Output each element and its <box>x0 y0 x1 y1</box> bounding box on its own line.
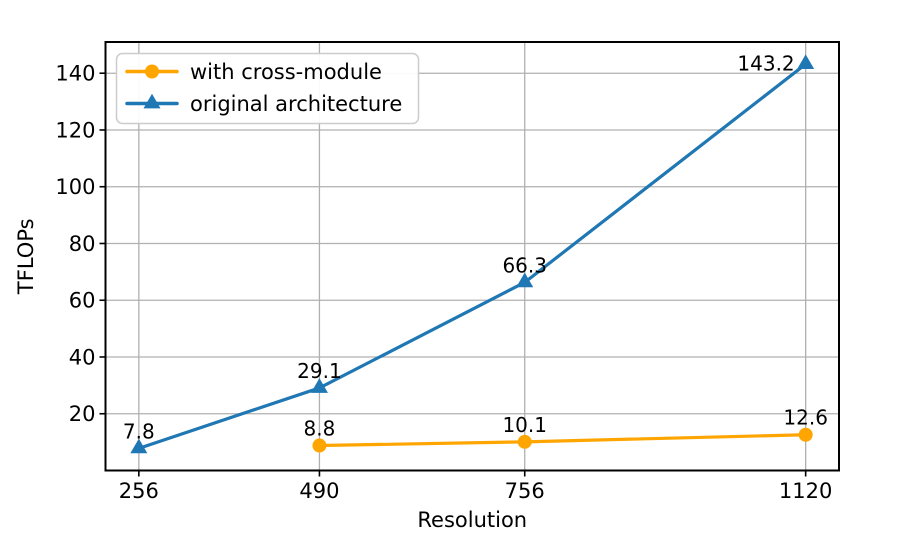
data-point-marker <box>310 378 328 393</box>
point-label: 8.8 <box>304 417 336 441</box>
x-axis-label: Resolution <box>417 508 527 532</box>
point-label: 66.3 <box>502 253 547 277</box>
legend-circle-marker-icon <box>145 64 159 79</box>
legend-item-label: with cross-module <box>190 60 382 84</box>
x-tick-label: 1120 <box>779 479 832 503</box>
data-point-marker <box>798 427 813 442</box>
point-label: 29.1 <box>297 359 342 383</box>
y-tick-label: 120 <box>55 118 95 142</box>
x-tick-label: 256 <box>119 479 159 503</box>
y-tick-label: 100 <box>55 175 95 199</box>
plot-border <box>104 41 840 472</box>
series-line <box>137 62 808 450</box>
x-tick-label: 756 <box>505 479 545 503</box>
y-tick-label: 80 <box>69 232 96 256</box>
data-point-marker <box>312 438 327 453</box>
legend-item-label: original architecture <box>190 92 402 116</box>
point-label: 12.6 <box>783 406 828 430</box>
point-label: 10.1 <box>502 413 547 437</box>
data-point-marker <box>516 272 534 288</box>
y-tick-label: 40 <box>69 345 96 369</box>
legend-triangle-marker-icon <box>143 93 161 109</box>
y-axis-label: TFLOPs <box>14 218 38 295</box>
point-label: 7.8 <box>123 419 155 443</box>
legend-box <box>115 52 420 125</box>
y-tick-label: 140 <box>55 62 95 86</box>
point-label: 143.2 <box>737 52 794 76</box>
y-tick-label: 60 <box>69 289 96 313</box>
data-point-marker <box>797 54 815 70</box>
data-point-marker <box>130 438 148 454</box>
data-point-marker <box>517 434 532 449</box>
x-tick-label: 490 <box>299 479 339 503</box>
y-tick-label: 20 <box>69 402 96 426</box>
